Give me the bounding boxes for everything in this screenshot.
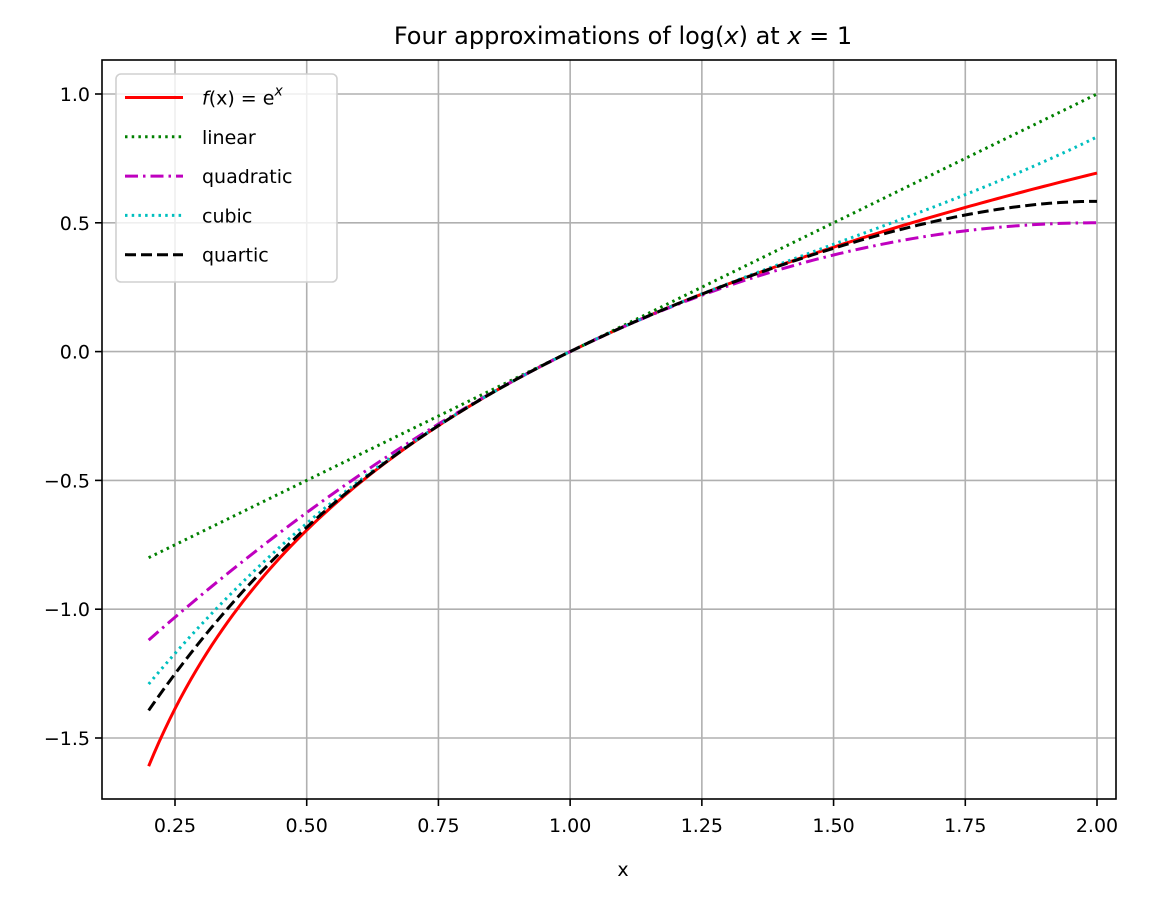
x-axis-label: x [617, 859, 628, 881]
chart-title: Four approximations of log(x) at x = 1 [394, 22, 852, 50]
legend: f(x) = ex linear quadratic cubic quartic [115, 73, 338, 283]
legend-label: linear [202, 127, 256, 149]
y-tick-label: −1.5 [44, 728, 90, 750]
legend-label: cubic [202, 205, 252, 227]
legend-box [115, 73, 338, 283]
series-line-cubic [147, 135, 1098, 686]
x-tick-label: 1.75 [944, 815, 986, 837]
series-line-quartic [147, 199, 1098, 712]
axis-ticks: 0.25 0.50 0.75 1.00 1.25 1.50 1.75 2.00 1.0 0.5 0.… [44, 84, 1118, 837]
x-tick-label: 2.00 [1076, 815, 1118, 837]
legend-label: f(x) = ex [202, 84, 283, 110]
y-tick-label: 0.0 [60, 342, 90, 364]
x-tick-label: 0.25 [154, 815, 196, 837]
plot-frame [101, 59, 1117, 800]
y-tick-label: 0.5 [60, 213, 90, 235]
x-tick-label: 1.50 [812, 815, 854, 837]
y-tick-label: 1.0 [60, 84, 90, 106]
x-tick-label: 1.00 [549, 815, 591, 837]
data-series [147, 92, 1098, 767]
x-tick-label: 0.75 [417, 815, 459, 837]
y-tick-label: −1.0 [44, 599, 90, 621]
series-line-linear [148, 92, 1098, 560]
legend-label: quadratic [202, 166, 292, 188]
legend-label: quartic [202, 245, 269, 267]
y-tick-label: −0.5 [44, 470, 90, 492]
x-tick-label: 1.25 [681, 815, 723, 837]
x-tick-label: 0.50 [286, 815, 328, 837]
